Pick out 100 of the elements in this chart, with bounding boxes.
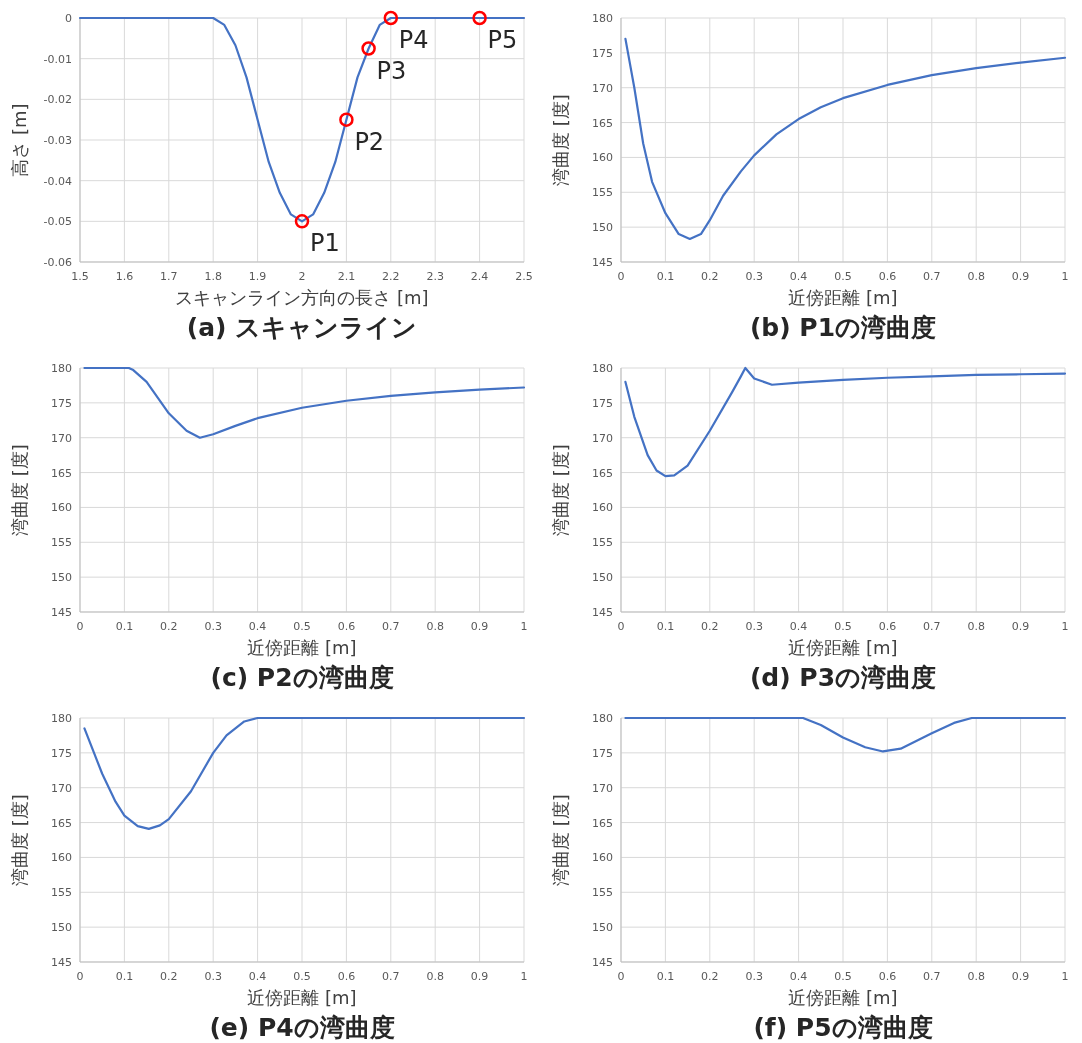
x-axis-title: 近傍距離 [m] (788, 987, 898, 1008)
x-tick-label: 0.1 (656, 970, 675, 983)
x-tick-label: 0.8 (967, 270, 985, 283)
y-tick-label: 180 (592, 362, 613, 375)
y-tick-label: 145 (592, 956, 613, 969)
x-tick-label: 0.4 (789, 620, 808, 633)
y-tick-label: -0.05 (43, 215, 72, 229)
line-series (83, 716, 526, 830)
y-tick-label: 150 (51, 571, 72, 585)
x-tick-label: 0.6 (878, 970, 897, 983)
text: (f) P5の湾曲度 (753, 1013, 933, 1042)
x-tick-label: 2.1 (337, 270, 356, 283)
y-tick-label: 180 (592, 12, 613, 25)
x-tick-label: 0.8 (967, 970, 985, 983)
y-tick-label: 170 (592, 781, 613, 795)
y-tick-label: 180 (592, 712, 613, 725)
point (339, 112, 354, 127)
text: (c) P2の湾曲度 (210, 663, 394, 692)
annotation: P5 (487, 26, 518, 54)
x-tick-label: 0.9 (470, 620, 489, 633)
y-tick-label: -0.03 (43, 134, 72, 147)
y-tick-label: -0.01 (43, 52, 72, 66)
x-tick-label: 1.8 (204, 270, 222, 283)
x-tick-label: 0 (76, 620, 84, 633)
x-tick-label: 0.4 (248, 620, 267, 633)
y-tick-label: 165 (51, 816, 72, 830)
annotation: P2 (354, 127, 385, 156)
y-tick-label: 170 (592, 431, 613, 445)
x-tick-label: 0 (617, 620, 625, 633)
y-tick-label: 150 (592, 921, 613, 935)
x-tick-label: 1.9 (248, 270, 267, 283)
y-tick-label: 160 (592, 851, 613, 865)
y-tick-label: 155 (51, 886, 72, 900)
y-tick-label: 180 (51, 362, 72, 375)
y-tick-label: 165 (592, 816, 613, 830)
x-tick-label: 0.8 (426, 970, 444, 983)
y-tick-label: -0.06 (43, 256, 72, 269)
x-tick-label: 0.8 (426, 620, 444, 633)
x-tick-label: 0.2 (701, 270, 719, 283)
x-tick-label: 0.2 (160, 620, 178, 633)
x-tick-label: 0.4 (248, 970, 267, 983)
x-tick-label: 2.2 (382, 270, 400, 283)
y-tick-label: 175 (592, 46, 613, 60)
x-tick-label: 0.5 (834, 970, 852, 983)
x-tick-label: 1.5 (71, 270, 89, 283)
x-tick-label: 0 (617, 970, 625, 983)
y-tick-label: 180 (51, 712, 72, 725)
line-series (624, 366, 1067, 478)
x-tick-label: 0.7 (923, 270, 941, 283)
y-axis-title: 湾曲度 [度] (9, 444, 30, 536)
x-tick-label: 0.7 (382, 620, 400, 633)
y-tick-label: 150 (51, 921, 72, 935)
x-tick-label: 0.1 (115, 970, 134, 983)
y-tick-label: 155 (592, 536, 613, 550)
x-tick-label: 0.6 (878, 270, 897, 283)
x-tick-label: 0.3 (745, 970, 763, 983)
x-tick-label: 0.5 (293, 620, 311, 633)
point (472, 10, 487, 26)
x-tick-label: 0.3 (745, 270, 763, 283)
x-tick-label: 0.2 (701, 620, 719, 633)
x-tick-label: 1 (1061, 620, 1069, 633)
y-tick-label: 145 (592, 606, 613, 619)
y-tick-label: -0.04 (43, 174, 72, 188)
y-tick-label: 0 (65, 12, 72, 25)
x-tick-label: 0.4 (789, 970, 808, 983)
y-tick-label: 165 (592, 116, 613, 130)
text: (b) P1の湾曲度 (749, 313, 937, 342)
y-tick-label: 175 (51, 746, 72, 760)
x-tick-label: 1 (1061, 270, 1069, 283)
y-tick-label: 170 (51, 431, 72, 445)
y-tick-label: -0.02 (43, 93, 72, 107)
x-tick-label: 0.6 (337, 620, 356, 633)
x-axis-title: 近傍距離 [m] (788, 287, 898, 308)
x-tick-label: 0.7 (923, 620, 941, 633)
y-tick-label: 155 (51, 536, 72, 550)
annotation: P4 (398, 26, 429, 54)
y-tick-label: 160 (51, 501, 72, 515)
y-tick-label: 170 (592, 81, 613, 95)
text: (e) P4の湾曲度 (209, 1013, 395, 1042)
x-tick-label: 0.1 (656, 270, 675, 283)
x-tick-label: 1 (520, 620, 528, 633)
y-tick-label: 155 (592, 886, 613, 900)
x-tick-label: 0.7 (923, 970, 941, 983)
x-tick-label: 0.7 (382, 970, 400, 983)
x-tick-label: 2.4 (470, 270, 489, 283)
x-tick-label: 0 (76, 970, 84, 983)
y-tick-label: 175 (51, 396, 72, 410)
annotation: P3 (376, 56, 407, 85)
x-tick-label: 0.2 (701, 970, 719, 983)
y-tick-label: 170 (51, 781, 72, 795)
y-tick-label: 155 (592, 186, 613, 200)
y-tick-label: 160 (51, 851, 72, 865)
x-axis-title: 近傍距離 [m] (788, 637, 898, 658)
x-tick-label: 1 (1061, 970, 1069, 983)
annotation: P1 (310, 229, 340, 258)
x-tick-label: 0.9 (1011, 620, 1030, 633)
y-tick-label: 150 (592, 571, 613, 585)
y-tick-label: 145 (592, 256, 613, 269)
y-tick-label: 165 (592, 466, 613, 480)
x-tick-label: 0.3 (745, 620, 763, 633)
